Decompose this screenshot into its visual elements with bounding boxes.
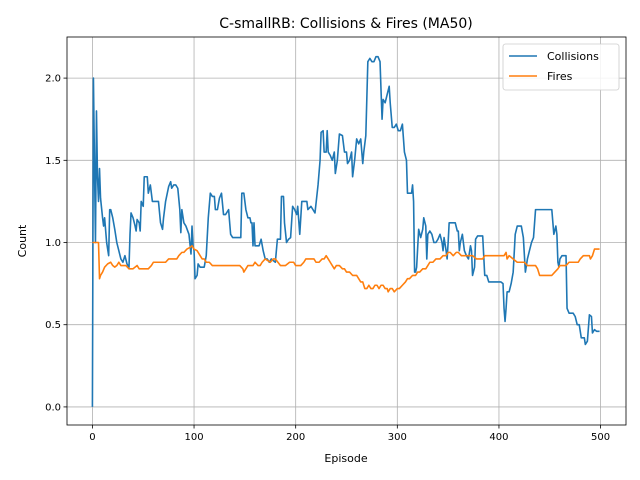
y-tick-label: 1.0 [45, 238, 61, 249]
chart-title: C-smallRB: Collisions & Fires (MA50) [219, 16, 472, 32]
y-axis-label: Count [16, 224, 29, 257]
series-layer [91, 55, 600, 407]
legend-label-fires: Fires [547, 70, 573, 83]
x-tick-label: 500 [591, 432, 610, 443]
series-line-collisions [91, 55, 600, 407]
y-tick-label: 0.5 [45, 320, 61, 331]
x-axis-label: Episode [324, 452, 367, 465]
y-tick-label: 1.5 [45, 156, 61, 167]
x-tick-label: 400 [489, 432, 508, 443]
x-tick-label: 0 [89, 432, 95, 443]
x-tick-label: 300 [388, 432, 407, 443]
series-line-fires [92, 241, 600, 293]
ticks: 0 100 200 300 400 500 0.0 0.5 1.0 1.5 2.0 [45, 74, 610, 443]
legend: Collisions Fires [502, 43, 620, 91]
plot-frame [66, 36, 627, 426]
y-tick-label: 0.0 [45, 402, 61, 413]
x-tick-label: 100 [184, 432, 203, 443]
legend-label-collisions: Collisions [547, 50, 599, 63]
y-tick-label: 2.0 [45, 74, 61, 85]
x-tick-label: 200 [286, 432, 305, 443]
